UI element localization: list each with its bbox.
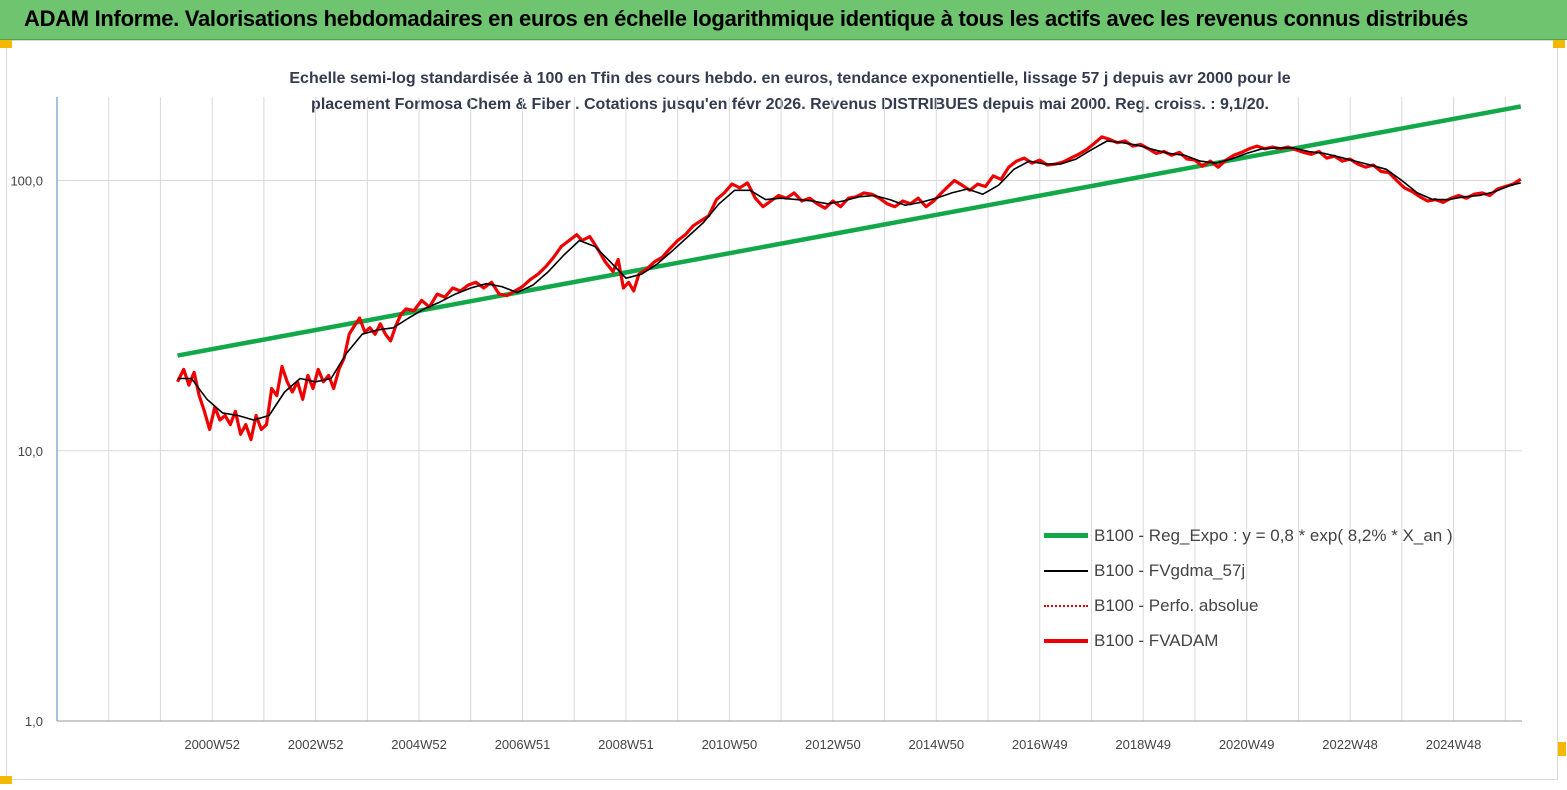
chart-subtitle-line-1: Echelle semi-log standardisée à 100 en T… [289,70,1291,87]
frame-handle-right[interactable] [1558,742,1566,756]
y-tick-label: 1,0 [25,714,43,729]
x-tick-label: 2004W52 [391,737,447,752]
x-tick-label: 2016W49 [1012,737,1068,752]
legend-label-reg-expo: B100 - Reg_Expo : y = 0,8 * exp( 8,2% * … [1094,525,1453,545]
series-group [176,104,1522,442]
legend-item-reg-expo: B100 - Reg_Expo : y = 0,8 * exp( 8,2% * … [1044,518,1453,553]
legend-label-fvadam: B100 - FVADAM [1094,630,1219,650]
series-line-fvadam [176,135,1522,442]
frame-handle-top-right[interactable] [1553,40,1565,48]
legend-label-fvgdma: B100 - FVgdma_57j [1094,560,1246,580]
frame-handle-bottom-left[interactable] [0,776,12,784]
x-tick-label: 2008W51 [598,737,654,752]
x-tick-label: 2020W49 [1219,737,1275,752]
y-tick-label: 10,0 [18,444,43,459]
header-banner: ADAM Informe. Valorisations hebdomadaire… [0,0,1567,40]
legend-item-fvadam: B100 - FVADAM [1044,623,1453,658]
x-tick-label: 2024W48 [1426,737,1482,752]
legend-item-perfo: B100 - Perfo. absolue [1044,588,1453,623]
frame-handle-top-left[interactable] [0,40,12,48]
chart-subtitle: Echelle semi-log standardisée à 100 en T… [180,66,1400,118]
x-tick-label: 2012W50 [805,737,861,752]
x-tick-label: 2006W51 [495,737,551,752]
series-line-fvgdma [177,140,1521,421]
page-title: ADAM Informe. Valorisations hebdomadaire… [24,6,1469,31]
chart-legend: B100 - Reg_Expo : y = 0,8 * exp( 8,2% * … [1044,518,1453,658]
legend-label-perfo: B100 - Perfo. absolue [1094,595,1259,615]
x-tick-label: 2002W52 [288,737,344,752]
legend-swatch-red [1044,638,1088,643]
legend-item-fvgdma: B100 - FVgdma_57j [1044,553,1453,588]
x-tick-label: 2010W50 [702,737,758,752]
x-tick-label: 2018W49 [1115,737,1171,752]
legend-swatch-green [1044,533,1088,538]
y-tick-label: 100,0 [10,174,43,189]
chart-frame [6,40,1558,780]
x-tick-label: 2022W48 [1322,737,1378,752]
chart-subtitle-line-2: placement Formosa Chem & Fiber . Cotatio… [311,96,1269,113]
x-tick-label: 2014W50 [908,737,964,752]
x-tick-label: 2000W52 [184,737,240,752]
series-line-reg-expo [177,104,1522,358]
y-axis-ticks: 1,0 10,0 100,0 [10,174,43,730]
legend-swatch-dotted-red [1044,604,1088,607]
legend-swatch-black [1044,569,1088,572]
x-axis-ticks: 2000W52 2002W52 2004W52 2006W51 2008W51 2010W… [184,737,1481,752]
grid-lines [57,97,1522,721]
